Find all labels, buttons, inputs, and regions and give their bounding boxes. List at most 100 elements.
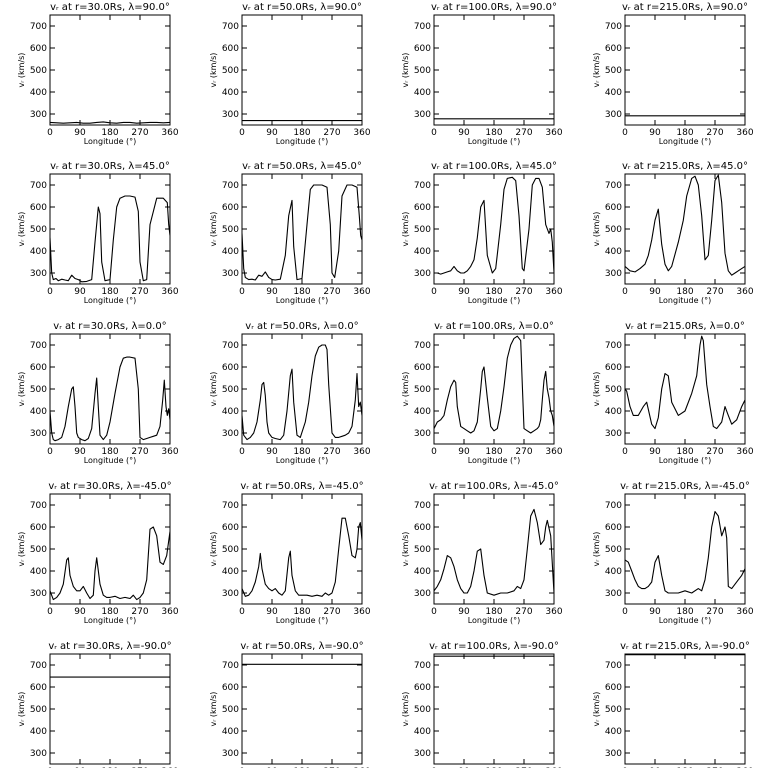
panel-title: vᵣ at r=100.0Rs, λ=90.0° [431, 2, 557, 13]
panel-11: vᵣ at r=215.0Rs, λ=0.0° 0 90 180 270 360 300 40… [592, 321, 754, 465]
y-tick-label: 700 [30, 22, 47, 32]
x-tick-label: 90 [74, 128, 86, 138]
x-tick-label: 90 [458, 287, 470, 297]
series-line [50, 526, 170, 601]
y-tick-label: 500 [30, 545, 47, 555]
y-tick-label: 600 [30, 44, 47, 54]
x-axis-label: Longitude (°) [276, 137, 329, 146]
y-tick-label: 500 [414, 705, 431, 715]
panel-title: vᵣ at r=30.0Rs, λ=90.0° [50, 2, 170, 13]
x-tick-label: 270 [323, 287, 340, 297]
x-axis-label: Longitude (°) [468, 616, 521, 625]
y-tick-label: 700 [222, 501, 239, 511]
x-tick-label: 360 [353, 607, 370, 617]
y-tick-label: 700 [30, 661, 47, 671]
x-tick-label: 0 [622, 128, 628, 138]
x-tick-label: 360 [161, 128, 178, 138]
y-tick-label: 600 [414, 363, 431, 373]
y-tick-label: 500 [414, 225, 431, 235]
x-tick-label: 360 [161, 607, 178, 617]
y-tick-label: 600 [30, 523, 47, 533]
panel-title: vᵣ at r=100.0Rs, λ=-90.0° [429, 641, 559, 652]
y-tick-label: 600 [30, 683, 47, 693]
panel-5: vᵣ at r=50.0Rs, λ=45.0° 0 90 180 270 360 300 40… [209, 161, 371, 305]
y-tick-label: 400 [30, 567, 47, 577]
y-axis-label: vᵣ (km/s) [592, 212, 601, 247]
y-tick-label: 500 [605, 545, 622, 555]
series-line [242, 344, 362, 441]
x-tick-label: 0 [47, 447, 53, 457]
x-tick-label: 180 [676, 447, 693, 457]
x-tick-label: 90 [649, 287, 661, 297]
x-tick-label: 270 [515, 287, 532, 297]
x-tick-label: 0 [431, 447, 437, 457]
x-tick-label: 90 [458, 607, 470, 617]
y-tick-label: 300 [30, 589, 47, 599]
panel-19: vᵣ at r=215.0Rs, λ=-90.0°090180270360300… [592, 641, 754, 768]
x-tick-label: 270 [706, 607, 723, 617]
y-tick-label: 600 [222, 203, 239, 213]
y-axis-label: vᵣ (km/s) [209, 53, 218, 88]
y-tick-label: 400 [605, 407, 622, 417]
panel-10: vᵣ at r=100.0Rs, λ=0.0° 0 90 180 270 360 300 40… [401, 321, 563, 465]
x-tick-label: 0 [239, 607, 245, 617]
x-tick-label: 360 [545, 287, 562, 297]
plot-frame [433, 493, 555, 605]
panel-14: vᵣ at r=100.0Rs, λ=-45.0° 0 90 180 270 360 300… [401, 481, 563, 625]
y-tick-label: 400 [605, 727, 622, 737]
x-tick-label: 360 [353, 447, 370, 457]
plot-frame [433, 14, 555, 126]
x-tick-label: 0 [239, 128, 245, 138]
y-tick-label: 700 [414, 22, 431, 32]
y-axis-label: vᵣ (km/s) [209, 372, 218, 407]
series-line [625, 511, 745, 594]
x-axis-label: Longitude (°) [84, 616, 137, 625]
y-axis-label: vᵣ (km/s) [592, 372, 601, 407]
x-tick-label: 180 [293, 607, 310, 617]
panel-title: vᵣ at r=50.0Rs, λ=-45.0° [240, 481, 363, 492]
x-tick-label: 270 [323, 447, 340, 457]
x-axis-label: Longitude (°) [84, 296, 137, 305]
panel-16: vᵣ at r=30.0Rs, λ=-90.0°0901802703603004… [17, 641, 179, 768]
x-tick-label: 0 [622, 607, 628, 617]
y-tick-label: 400 [30, 727, 47, 737]
x-tick-label: 180 [676, 287, 693, 297]
x-tick-label: 0 [622, 287, 628, 297]
y-tick-label: 500 [222, 225, 239, 235]
y-axis-label: vᵣ (km/s) [401, 53, 410, 88]
panel-18: vᵣ at r=100.0Rs, λ=-90.0°090180270360300… [401, 641, 563, 768]
y-tick-label: 600 [222, 683, 239, 693]
y-tick-label: 400 [222, 407, 239, 417]
panel-7: vᵣ at r=215.0Rs, λ=45.0° 0 90 180 270 360 300 4… [592, 161, 754, 305]
x-tick-label: 90 [649, 607, 661, 617]
y-tick-label: 700 [414, 181, 431, 191]
plot-frame [241, 493, 363, 605]
y-tick-label: 300 [30, 429, 47, 439]
y-tick-label: 400 [222, 247, 239, 257]
x-tick-label: 270 [323, 128, 340, 138]
y-tick-label: 600 [222, 363, 239, 373]
plot-frame [624, 333, 746, 445]
x-axis-label: Longitude (°) [468, 456, 521, 465]
y-tick-label: 600 [605, 203, 622, 213]
x-axis-label: Longitude (°) [659, 456, 712, 465]
y-tick-label: 600 [414, 44, 431, 54]
x-tick-label: 90 [649, 447, 661, 457]
y-axis-label: vᵣ (km/s) [209, 212, 218, 247]
plot-frame [49, 14, 171, 126]
y-tick-label: 300 [30, 110, 47, 120]
panel-2: vᵣ at r=100.0Rs, λ=90.0° 0 90 180 270 360 300 4… [401, 2, 563, 146]
y-axis-label: vᵣ (km/s) [592, 53, 601, 88]
plot-frame [624, 173, 746, 285]
panel-title: vᵣ at r=215.0Rs, λ=45.0° [622, 161, 748, 172]
y-tick-label: 700 [222, 341, 239, 351]
y-tick-label: 500 [30, 225, 47, 235]
plot-frame [433, 333, 555, 445]
x-tick-label: 0 [47, 287, 53, 297]
panel-3: vᵣ at r=215.0Rs, λ=90.0° 0 90 180 270 360 300 4… [592, 2, 754, 146]
x-tick-label: 360 [545, 447, 562, 457]
y-tick-label: 400 [605, 247, 622, 257]
plot-frame [49, 333, 171, 445]
y-tick-label: 600 [414, 683, 431, 693]
y-tick-label: 300 [414, 589, 431, 599]
